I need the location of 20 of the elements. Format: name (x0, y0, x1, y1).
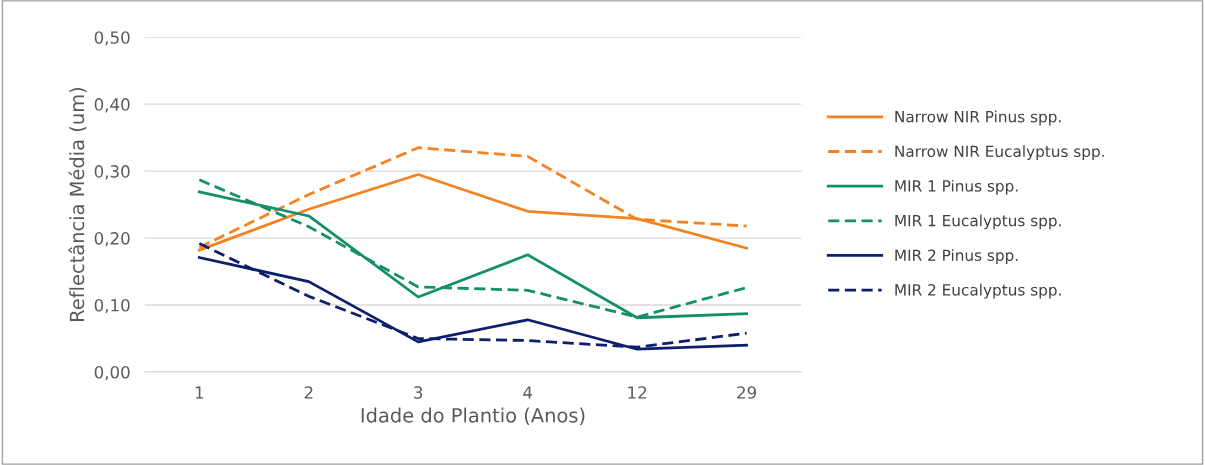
y-tick-label: 0,40 (94, 98, 130, 113)
legend-label: MIR 1 Pinus spp. (895, 179, 1018, 195)
y-axis-title: Reflectância Média (um) (68, 87, 87, 321)
legend-label: MIR 2 Pinus spp. (895, 249, 1018, 264)
y-tick-label: 0,50 (94, 31, 130, 46)
y-tick-label: 0,10 (94, 299, 130, 314)
legend-label: MIR 1 Eucalyptus spp. (895, 214, 1061, 230)
x-tick-label: 1 (195, 386, 204, 399)
x-axis-title: Idade do Plantio (Anos) (361, 407, 585, 425)
legend-label: Narrow NIR Pinus spp. (895, 110, 1061, 126)
y-tick-label: 0,30 (94, 165, 130, 180)
legend-label: MIR 2 Eucalyptus spp. (895, 283, 1061, 299)
x-tick-label: 12 (628, 386, 647, 399)
legend-label: Narrow NIR Eucalyptus spp. (895, 145, 1104, 161)
x-tick-label: 2 (304, 386, 313, 399)
x-tick-label: 29 (737, 386, 757, 399)
x-tick-label: 3 (414, 386, 423, 399)
y-tick-label: 0,00 (94, 365, 130, 381)
x-tick-label: 4 (523, 386, 533, 399)
y-tick-label: 0,20 (94, 232, 130, 247)
